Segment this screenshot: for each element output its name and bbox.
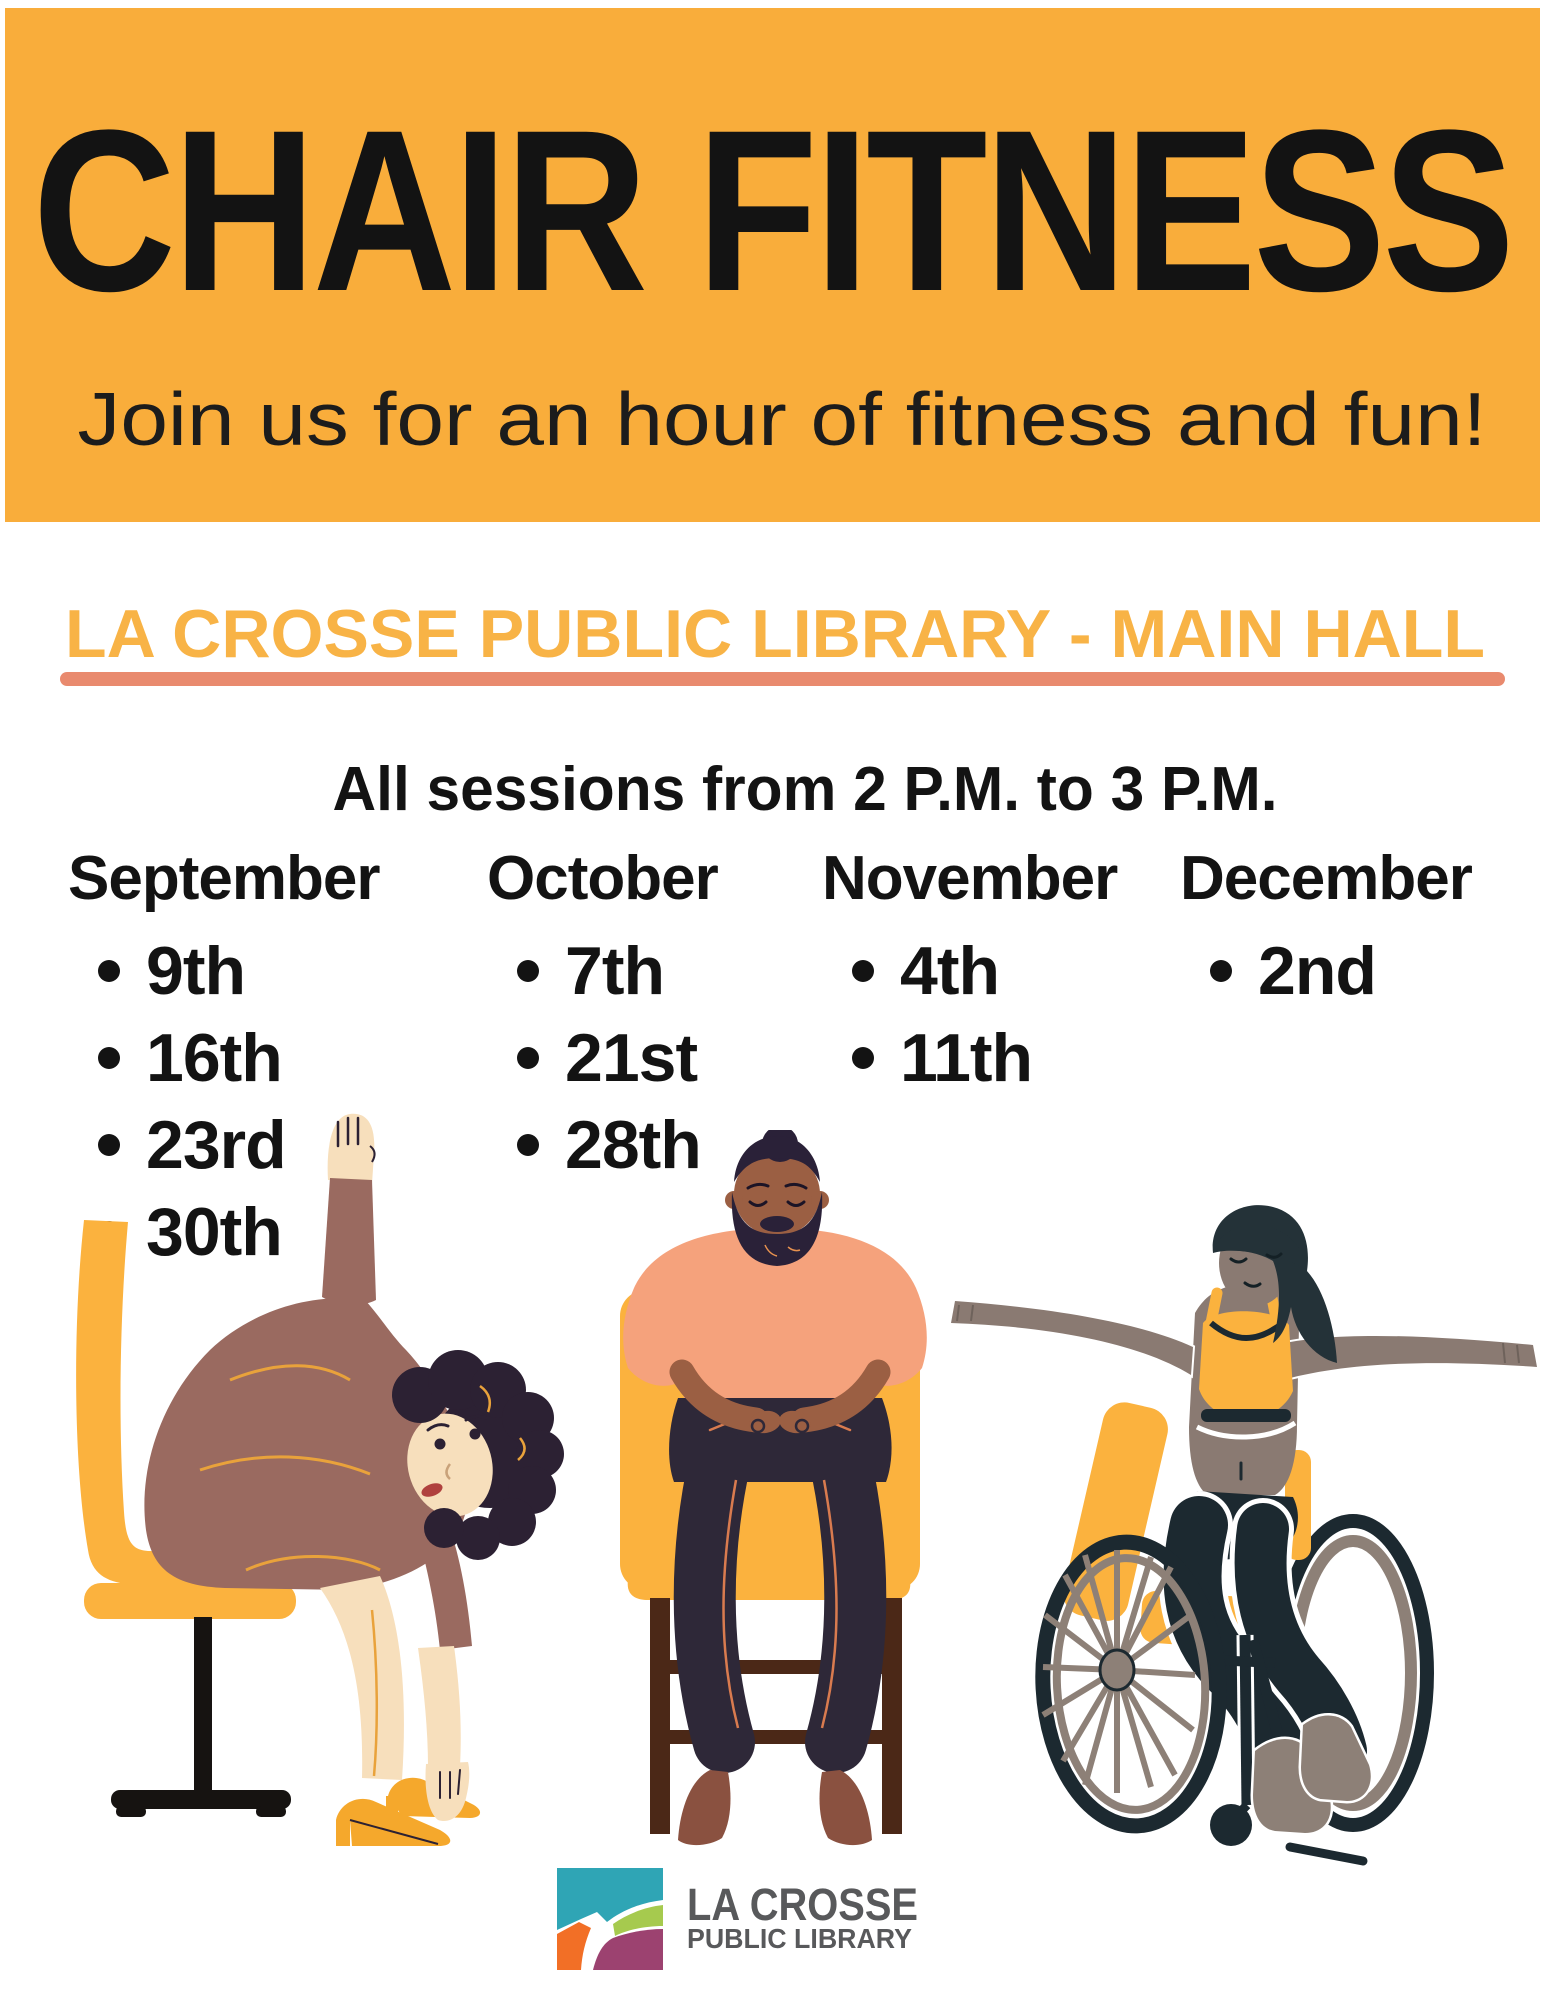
session-date-item: 4th: [852, 933, 1117, 1009]
session-date: 9th: [146, 933, 246, 1009]
logo-line1: LA CROSSE: [687, 1879, 918, 1930]
session-date-item: 16th: [98, 1020, 379, 1096]
logo-line2: PUBLIC LIBRARY: [687, 1923, 912, 1954]
session-date-item: 21st: [517, 1020, 718, 1096]
session-months: September 9th 16th: [68, 844, 1473, 1292]
month-name: December: [1180, 844, 1473, 913]
bullet-dot: [98, 960, 120, 982]
office-chair: [76, 1220, 296, 1817]
wheelchair-frame: [1210, 1634, 1368, 1866]
illustration-wheelchair-woman-icon: [948, 1205, 1540, 1866]
session-date-item: 9th: [98, 933, 379, 1009]
month-dates: 7th 21st 28th: [487, 933, 718, 1183]
bullet-dot: [98, 1221, 120, 1243]
session-date: 16th: [146, 1020, 283, 1096]
session-date: 28th: [565, 1107, 702, 1183]
bullet-dot: [517, 960, 539, 982]
near-wheel: [1035, 1534, 1227, 1834]
bullet-dot: [1210, 960, 1232, 982]
session-date-item: 30th: [98, 1194, 379, 1270]
session-date-item: 28th: [517, 1107, 718, 1183]
session-date: 2nd: [1258, 933, 1377, 1009]
month-column: October 7th 21st: [487, 844, 719, 1205]
month-dates: 4th 11th: [822, 933, 1117, 1096]
session-date-item: 23rd: [98, 1107, 379, 1183]
wooden-chair: [620, 1290, 920, 1834]
session-date: 21st: [565, 1020, 698, 1096]
bullet-dot: [517, 1134, 539, 1156]
heading-underline: [60, 672, 1505, 686]
month-dates: 2nd: [1180, 933, 1472, 1009]
bullet-dot: [852, 960, 874, 982]
bullet-dot: [852, 1047, 874, 1069]
wheelchair-seat: [1063, 1402, 1311, 1650]
library-logo: LA CROSSE PUBLIC LIBRARY: [557, 1868, 918, 1970]
bullet-dot: [517, 1047, 539, 1069]
session-date: 11th: [900, 1020, 1033, 1096]
session-date: 4th: [900, 933, 1000, 1009]
bullet-dot: [98, 1134, 120, 1156]
month-column: December 2nd: [1180, 844, 1473, 1031]
month-name: October: [487, 844, 719, 913]
session-date-item: 11th: [852, 1020, 1117, 1096]
far-wheel: [1272, 1514, 1434, 1832]
woman-head: [392, 1350, 564, 1560]
rider-boots: [1250, 1713, 1374, 1836]
month-dates: 9th 16th 23rd: [68, 933, 379, 1270]
header-band: [5, 8, 1540, 522]
session-date-item: 7th: [517, 933, 718, 1009]
month-name: September: [68, 844, 380, 913]
library-logo-mark: [557, 1868, 663, 1970]
month-column: September 9th 16th: [68, 844, 380, 1292]
bullet-dot: [98, 1047, 120, 1069]
session-date-item: 2nd: [1210, 933, 1472, 1009]
month-column: November 4th 11th: [822, 844, 1118, 1118]
month-name: November: [822, 844, 1118, 913]
session-date: 23rd: [146, 1107, 287, 1183]
session-date: 7th: [565, 933, 665, 1009]
session-date: 30th: [146, 1194, 283, 1270]
